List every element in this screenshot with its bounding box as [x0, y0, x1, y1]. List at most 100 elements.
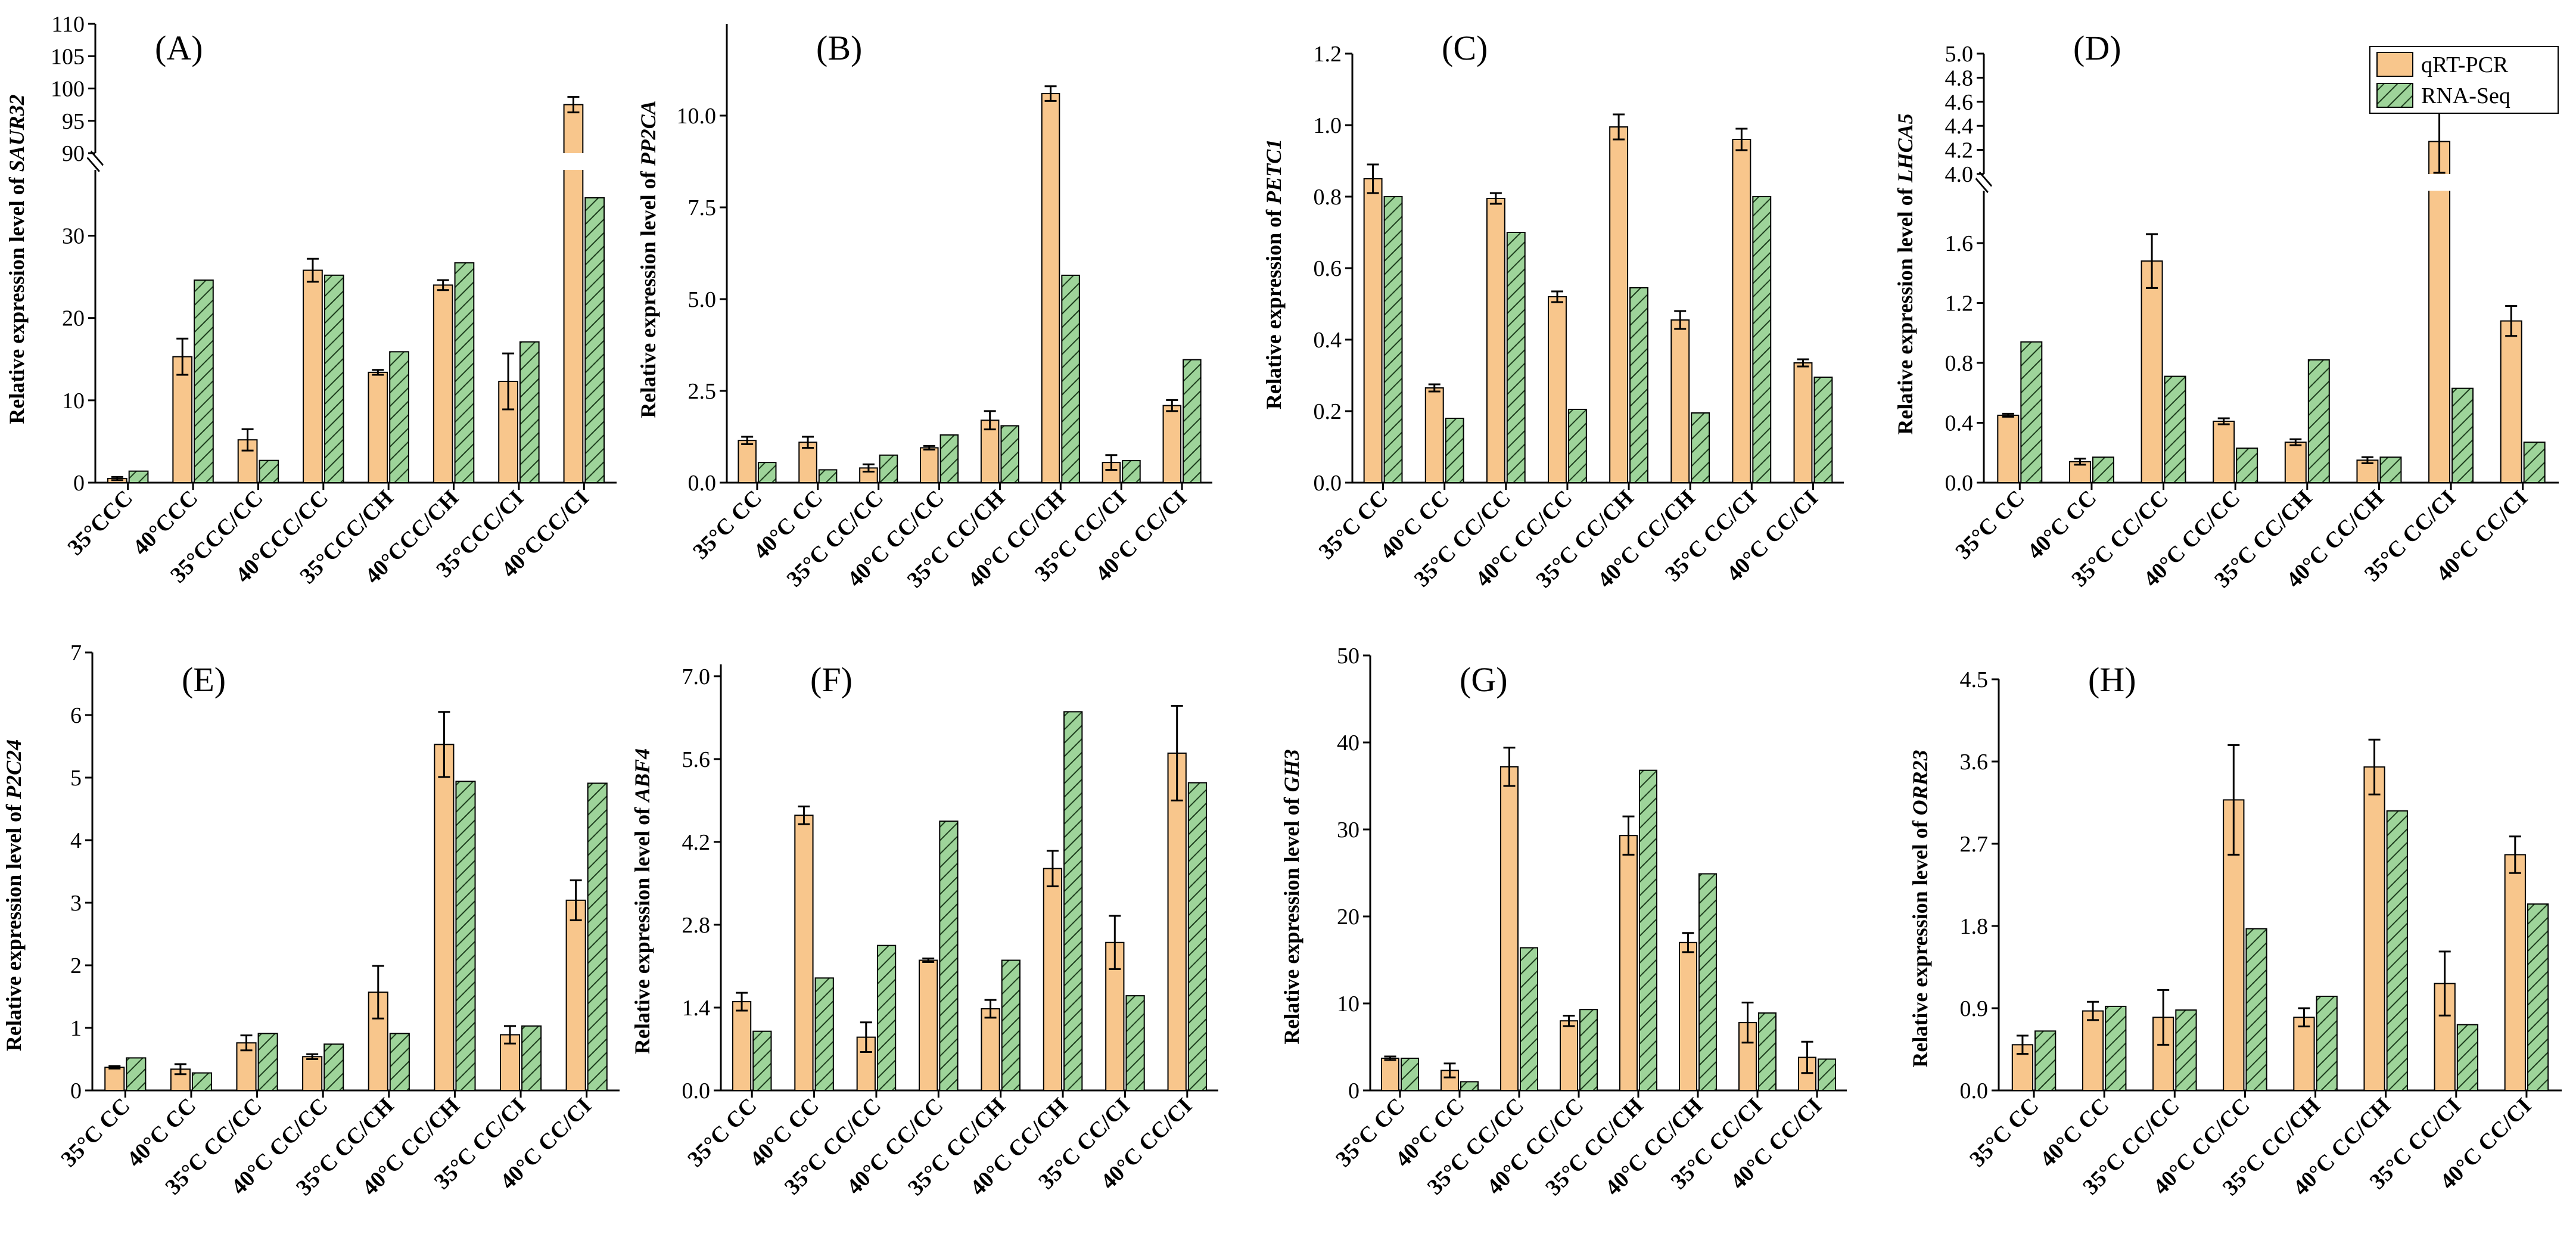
y-tick-label: 30 [62, 224, 85, 249]
y-axis-label: Relative expression level of ABF4 [630, 748, 654, 1054]
bar-rna-seq [2236, 447, 2258, 484]
y-tick-label: 7.0 [682, 664, 711, 689]
y-tick-label: 5.0 [1945, 42, 1974, 67]
bar-qrt-pcr [2293, 1017, 2315, 1092]
bar-qrt-pcr [1732, 139, 1751, 483]
y-tick-label: 0.0 [1314, 471, 1342, 496]
y-tick-label: 4.2 [682, 830, 711, 855]
y-tick-label: 5.6 [682, 747, 711, 772]
bar-rna-seq [1818, 1058, 1836, 1091]
x-tick-label: 35°C CC [1965, 1093, 2043, 1172]
bar-rna-seq [191, 1072, 213, 1091]
y-axis-label: Relative expression level of ORR23 [1908, 750, 1932, 1067]
y-tick-label: 4 [70, 828, 82, 853]
bar-qrt-pcr [798, 442, 817, 483]
x-tick-label: 35°C CC [56, 1093, 135, 1172]
bar-qrt-pcr [1424, 387, 1444, 483]
y-tick-label: 90 [62, 141, 85, 166]
y-tick-label: 2.5 [688, 379, 717, 404]
bar-rna-seq [1125, 995, 1145, 1091]
y-tick-label: 0.6 [1314, 256, 1342, 281]
bar-qrt-pcr [433, 284, 453, 483]
y-tick-label: 5.0 [688, 287, 717, 312]
bar-qrt-pcr [2363, 766, 2385, 1091]
bar-rna-seq [1460, 1081, 1479, 1092]
bar-rna-seq [126, 1057, 147, 1092]
bar-rna-seq [1001, 959, 1021, 1092]
bar-qrt-pcr [1041, 93, 1060, 484]
bar-rna-seq [1063, 711, 1083, 1091]
panel-a: //0102030909510010511035°CCC40°CCC35°CCC… [5, 12, 617, 589]
y-tick-label: 0.9 [1960, 996, 1989, 1021]
bar-rna-seq [1000, 425, 1019, 484]
bar-rna-seq [2034, 1030, 2057, 1092]
legend-label-qrt: qRT-PCR [2421, 52, 2509, 77]
bar-break-gap [2427, 174, 2452, 191]
bar-qrt-pcr [1381, 1057, 1399, 1091]
bar-rna-seq [757, 462, 777, 483]
bar-rna-seq [2175, 1009, 2197, 1091]
y-tick-label: 20 [1337, 905, 1359, 930]
bar-qrt-pcr [2082, 1010, 2104, 1091]
bar-rna-seq [1691, 412, 1710, 483]
bar-qrt-pcr [104, 1067, 125, 1092]
bar-rna-seq [1122, 460, 1141, 483]
bar-rna-seq [2527, 903, 2549, 1091]
bar-qrt-pcr [919, 959, 938, 1092]
bar-rna-seq [879, 454, 898, 483]
bar-rna-seq [1629, 287, 1648, 483]
bar-qrt-pcr [302, 1056, 323, 1092]
y-tick-label: 0.0 [1945, 471, 1974, 496]
chart-panels: //0102030909510010511035°CCC40°CCC35°CCC… [2, 12, 2562, 1201]
bar-qrt-pcr [1043, 868, 1063, 1091]
y-tick-label: 2.8 [682, 913, 711, 938]
y-tick-label: 0.4 [1314, 328, 1342, 353]
bar-qrt-pcr [794, 815, 814, 1091]
bar-rna-seq [939, 821, 959, 1091]
y-tick-label: 2 [70, 953, 82, 978]
bar-qrt-pcr [2141, 260, 2163, 483]
bar-qrt-pcr [1679, 941, 1697, 1092]
bar-rna-seq [2307, 359, 2330, 484]
bar-rna-seq [1813, 377, 1833, 483]
bar-rna-seq [1401, 1057, 1419, 1091]
panel-letter: (H) [2088, 660, 2136, 699]
bar-rna-seq [1758, 1012, 1777, 1092]
bar-break-gap [562, 153, 585, 170]
bar-rna-seq [1639, 769, 1657, 1091]
y-tick-label: 1.2 [1945, 291, 1974, 316]
panel-letter: (F) [810, 660, 853, 699]
bar-rna-seq [1187, 782, 1208, 1091]
bar-qrt-pcr [738, 440, 757, 483]
bar-qrt-pcr [981, 1008, 1000, 1092]
bar-rna-seq [2451, 387, 2474, 484]
bar-qrt-pcr [1363, 178, 1383, 483]
bar-qrt-pcr [1619, 835, 1638, 1091]
bar-qrt-pcr [920, 447, 939, 483]
y-tick-label: 4.2 [1945, 138, 1974, 163]
bar-rna-seq [389, 1033, 410, 1091]
y-tick-label: 0.4 [1945, 411, 1974, 436]
y-tick-label: 3 [70, 891, 82, 916]
bar-rna-seq [455, 781, 476, 1092]
bar-qrt-pcr [1560, 1020, 1578, 1091]
legend-swatch-rna [2376, 83, 2413, 108]
y-tick-label: 4.0 [1945, 162, 1974, 187]
bar-qrt-pcr [303, 269, 323, 483]
y-tick-label: 0 [1348, 1079, 1359, 1104]
bar-rna-seq [1183, 359, 1202, 484]
bar-rna-seq [2456, 1024, 2479, 1091]
bar-rna-seq [128, 470, 149, 484]
bar-qrt-pcr [2428, 141, 2451, 483]
y-tick-label: 110 [51, 12, 85, 37]
bar-rna-seq [587, 782, 608, 1091]
panel-letter: (E) [182, 660, 226, 699]
bar-rna-seq [1506, 232, 1526, 483]
bar-rna-seq [519, 341, 540, 483]
bar-rna-seq [2105, 1005, 2127, 1092]
y-tick-label: 1 [70, 1016, 82, 1041]
